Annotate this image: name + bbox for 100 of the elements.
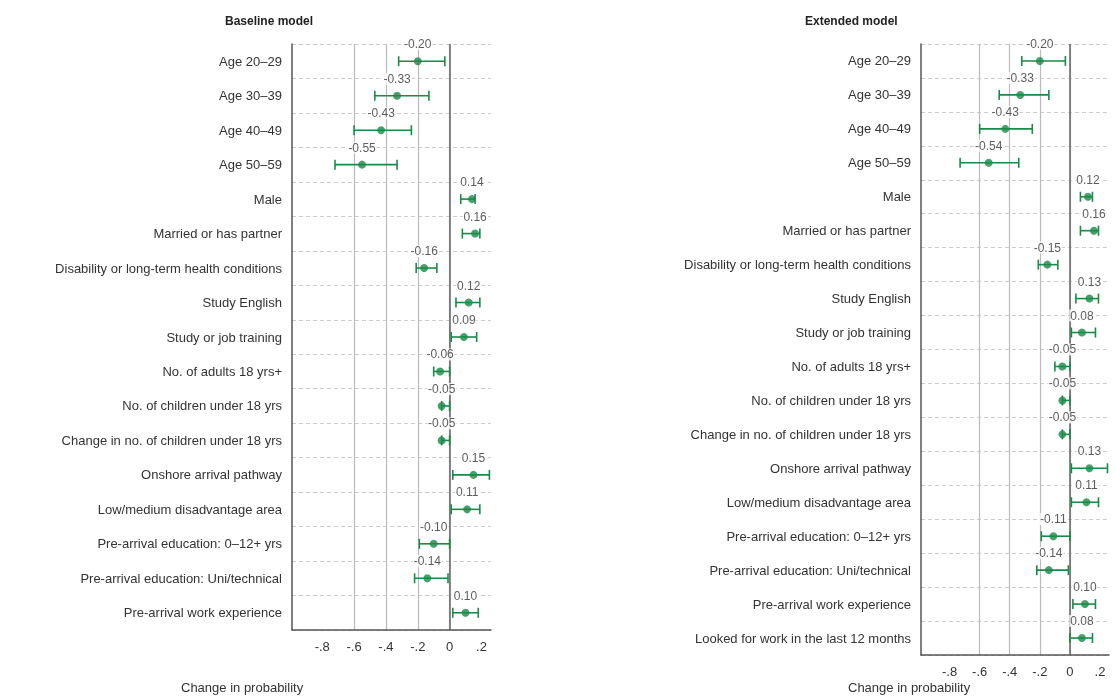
data-label: 0.13 [1077,274,1102,289]
point [461,608,470,617]
data-label: -0.14 [413,554,442,569]
y-tick-label: Low/medium disadvantage area [97,501,283,517]
data-label: 0.10 [453,588,478,603]
y-tick-label: Disability or long-term health conditions [55,260,283,276]
y-tick-label: Onshore arrival pathway [770,460,912,476]
y-tick-label: Married or has partner [153,226,283,242]
point [1035,56,1044,65]
data-label: -0.15 [1033,240,1062,255]
y-tick-label: No. of children under 18 yrs [122,398,283,414]
data-label: 0.12 [457,278,481,293]
x-tick-label: .2 [1094,664,1106,679]
point [377,126,386,135]
x-tick-label: -.4 [378,639,394,654]
point [1058,362,1067,371]
x-tick-label: .2 [476,639,487,654]
x-tick-label: -.8 [314,639,330,654]
data-label: -0.16 [410,244,439,259]
y-tick-label: Pre-arrival education: Uni/technical [80,570,283,586]
x-tick-label: -.8 [941,664,958,679]
data-label: -0.05 [1048,410,1077,425]
y-tick-label: Low/medium disadvantage area [726,494,912,510]
y-tick-label: Age 30–39 [219,88,282,104]
data-label: 0.12 [1076,172,1100,187]
data-label: 0.08 [1070,614,1094,629]
x-tick-label: 0 [445,639,454,654]
data-label: -0.05 [427,416,456,431]
point [471,229,480,238]
y-tick-label: Disability or long-term health conditions [684,257,912,273]
point [358,160,367,169]
point [393,91,402,100]
y-tick-label: No. of adults 18 yrs+ [162,363,282,379]
data-label: -0.06 [426,347,455,362]
data-label: 0.14 [460,175,484,190]
point [420,264,429,273]
y-tick-label: Male [253,191,282,207]
y-tick-label: Pre-arrival work experience [123,605,282,621]
data-label: -0.20 [404,37,432,52]
data-label: -0.14 [1035,546,1063,561]
data-label: -0.43 [367,106,396,121]
data-label: 0.16 [1082,206,1106,221]
y-tick-label: Age 50–59 [848,155,911,171]
x-tick-label: -.2 [410,639,426,654]
x-tick-label: -.4 [1002,664,1018,679]
y-tick-label: Age 40–49 [219,122,282,138]
point [1085,464,1094,473]
data-label: 0.13 [1077,444,1102,459]
data-label: 0.09 [452,313,476,327]
data-label: -0.05 [1048,376,1077,391]
data-label: 0.15 [461,450,486,465]
y-tick-label: Pre-arrival education: Uni/technical [709,562,912,578]
data-label: 0.16 [463,209,488,224]
y-tick-label: Pre-arrival education: 0–12+ yrs [97,536,283,552]
point [1016,90,1025,99]
y-tick-label: Pre-arrival education: 0–12+ yrs [726,528,912,544]
x-tick-label: -.6 [972,664,988,679]
data-label: 0.11 [455,485,479,500]
data-label: 0.08 [1070,308,1094,323]
data-label: -0.05 [1048,342,1077,357]
x-axis-title: Change in probability [181,680,304,695]
data-label: -0.05 [427,381,456,396]
point [436,367,445,376]
point [423,574,432,583]
data-label: -0.20 [1026,36,1054,51]
x-axis-title: Change in probability [848,680,971,695]
point [1089,226,1098,235]
data-label: -0.11 [1040,512,1067,527]
y-tick-label: Study English [831,291,911,307]
y-tick-label: No. of adults 18 yrs+ [791,358,911,374]
y-tick-label: Age 30–39 [848,87,911,103]
data-label: 0.10 [1073,580,1097,595]
x-tick-label: -.6 [346,639,362,654]
y-tick-label: Pre-arrival work experience [752,596,911,612]
point [1080,600,1089,609]
x-tick-label: -.2 [1032,664,1048,679]
y-tick-label: Age 50–59 [219,157,282,173]
point [984,158,993,167]
y-tick-label: Age 40–49 [848,121,911,137]
data-label: -0.33 [1006,70,1035,85]
y-tick-label: Age 20–29 [219,53,282,69]
chart-title: Baseline model [225,14,314,28]
y-tick-label: Change in no. of children under 18 yrs [61,432,283,448]
y-tick-label: No. of children under 18 yrs [751,392,912,408]
point [1085,294,1094,303]
point [1044,566,1053,575]
x-tick-label: 0 [1066,664,1074,679]
y-tick-label: Study English [202,295,282,311]
data-label: -0.55 [348,140,377,155]
point [1082,498,1091,507]
point [1001,124,1010,133]
point [463,505,472,514]
point [1049,532,1058,541]
y-tick-label: Study or job training [166,329,282,345]
y-tick-label: Male [882,189,911,205]
y-tick-label: Married or has partner [782,223,912,239]
point [1077,328,1086,337]
y-tick-label: Change in no. of children under 18 yrs [690,426,912,442]
point [459,333,468,341]
point [1043,260,1052,269]
